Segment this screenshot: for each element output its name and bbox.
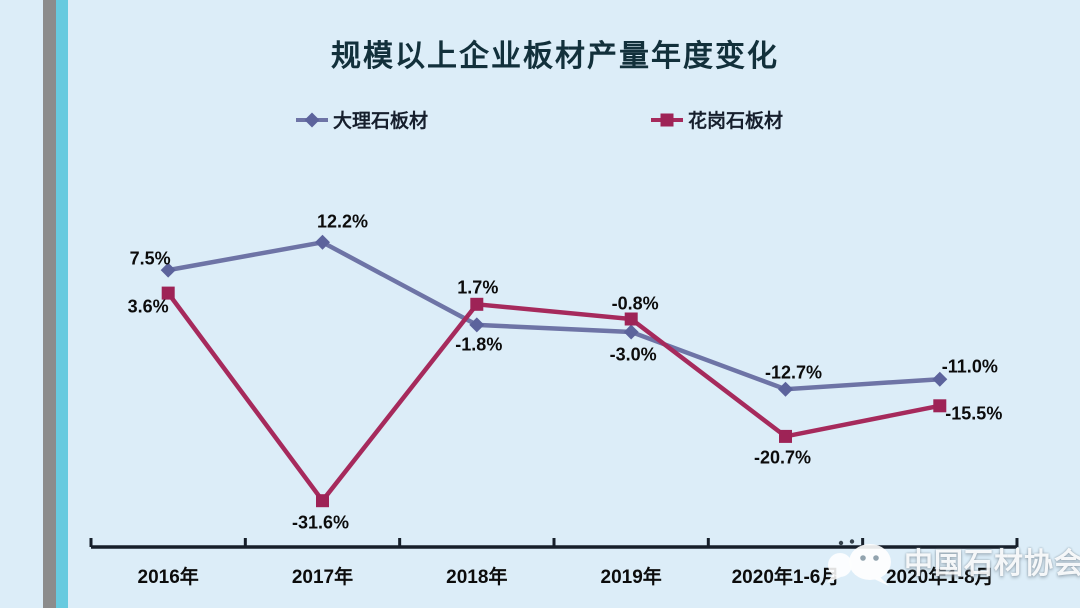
- legend-label-marble: 大理石板材: [333, 111, 429, 132]
- square-marker-icon: [651, 113, 683, 126]
- series-1-point-2: [470, 297, 484, 311]
- x-axis-label-3: 2019年: [600, 567, 662, 588]
- series-0-point-1: [315, 234, 330, 250]
- series-1-data-label-3: -0.8%: [611, 293, 659, 314]
- series-1-data-label-2: 1.7%: [457, 277, 499, 298]
- series-1-data-label-4: -20.7%: [753, 447, 812, 468]
- series-0-point-2: [469, 317, 485, 333]
- series-0-data-label-0: 7.5%: [129, 248, 171, 269]
- legend-item-marble: 大理石板材: [296, 106, 428, 133]
- series-1-data-label-0: 3.6%: [127, 296, 169, 317]
- series-0-data-label-2: -1.8%: [455, 334, 503, 355]
- series-0-point-4: [778, 381, 793, 397]
- series-0-data-label-3: -3.0%: [609, 344, 657, 365]
- series-0-data-label-4: -12.7%: [764, 362, 823, 383]
- series-1-point-4: [779, 429, 792, 443]
- x-axis-label-1: 2017年: [291, 567, 354, 588]
- left-cyan-stripe: [56, 0, 68, 608]
- series-0-data-label-5: -11.0%: [941, 356, 998, 377]
- series-0-line: [167, 239, 940, 392]
- series-1-data-label-5: -15.5%: [945, 403, 1003, 424]
- x-axis-label-4: 2020年1-6月: [731, 567, 840, 588]
- series-1-data-label-1: -31.6%: [291, 512, 350, 533]
- chart-title: 规模以上企业板材产量年度变化: [331, 40, 779, 73]
- series-1-point-1: [316, 494, 329, 508]
- legend-item-granite: 花岗石板材: [651, 106, 783, 133]
- series-0-point-0: [160, 262, 176, 278]
- series-1-line: [166, 291, 941, 505]
- series-1-point-3: [624, 312, 638, 326]
- series-0-point-5: [932, 371, 948, 387]
- x-axis-label-5: 2020年1-8月: [885, 567, 994, 588]
- diamond-marker-icon: [296, 112, 328, 127]
- series-1-point-5: [933, 399, 947, 413]
- legend-label-granite: 花岗石板材: [688, 111, 784, 132]
- x-axis-label-0: 2016年: [137, 567, 199, 588]
- series-0-data-label-1: 12.2%: [316, 211, 369, 232]
- x-axis-label-2: 2018年: [446, 567, 508, 588]
- series-0-point-3: [623, 324, 639, 340]
- left-gray-stripe: [43, 0, 56, 608]
- series-1-point-0: [161, 286, 175, 300]
